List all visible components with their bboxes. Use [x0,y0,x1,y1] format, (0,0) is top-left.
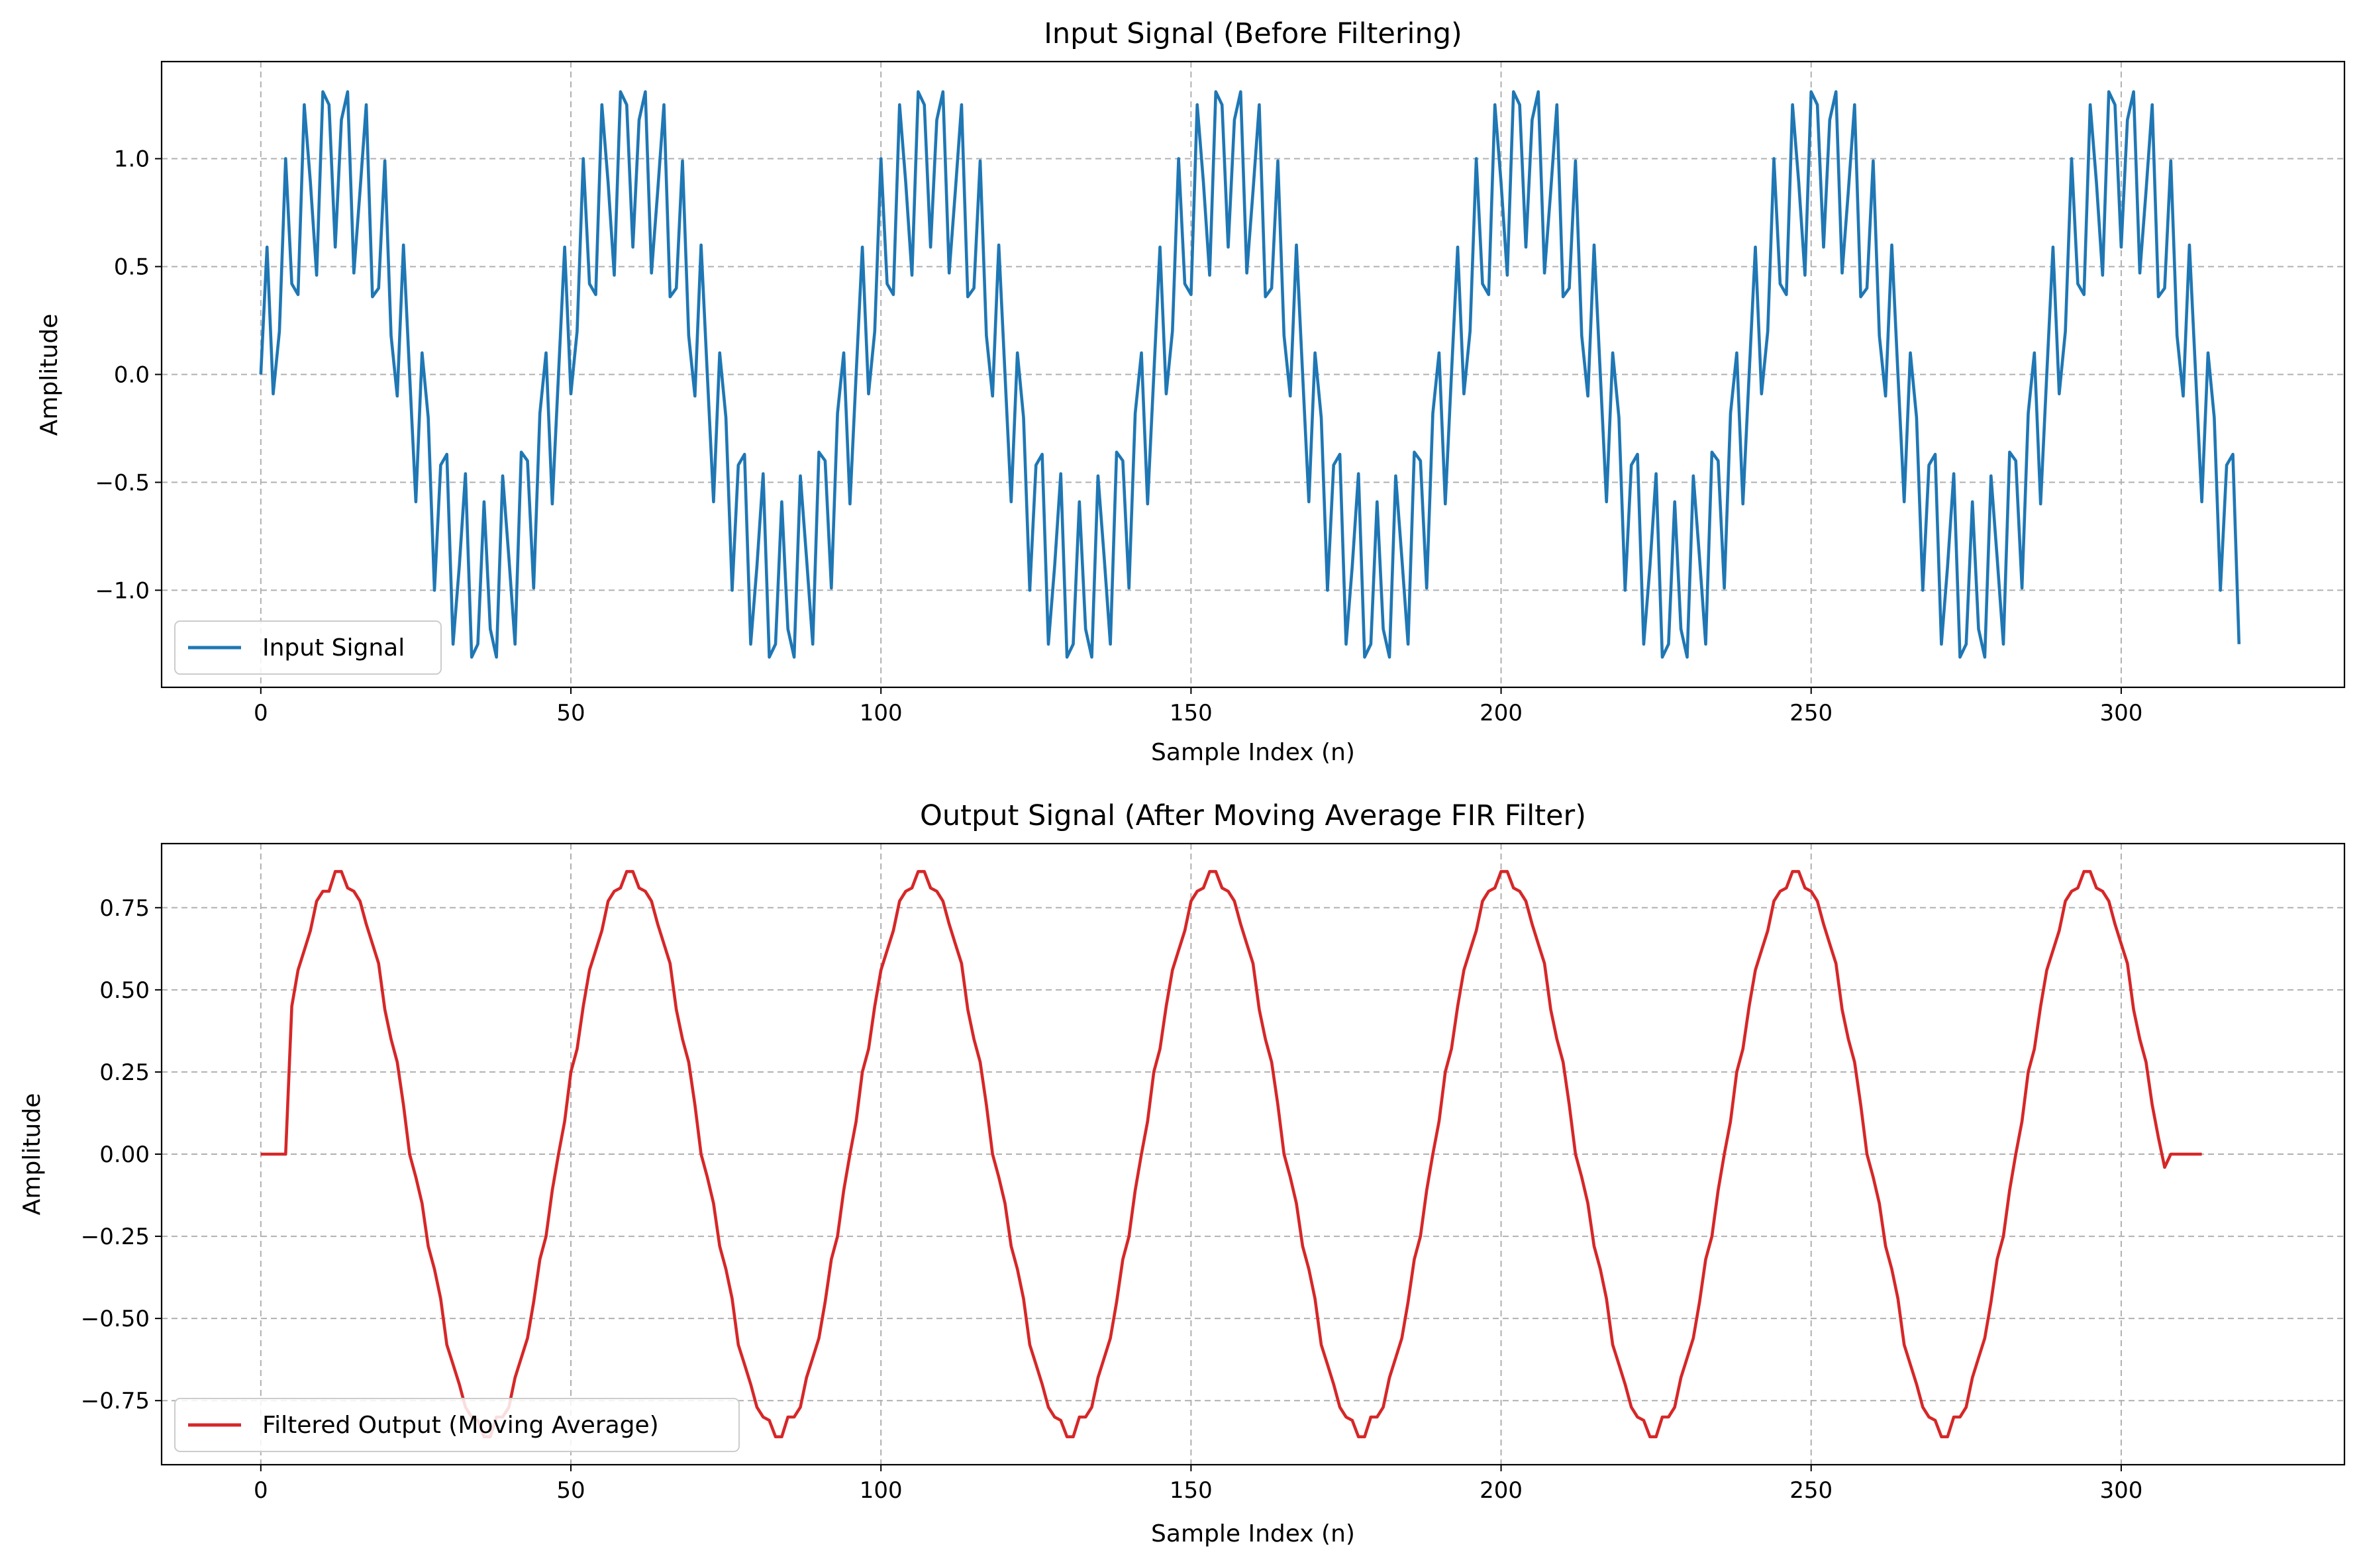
x-tick-label: 250 [1789,700,1833,726]
x-tick-label: 300 [2099,1477,2142,1504]
x-ticks: 0 50 100 150 200 250 300 [254,687,2142,726]
y-tick-label: 0.50 [99,977,150,1004]
series-line-0 [260,869,2202,1439]
y-tick-label: −1.0 [95,577,150,604]
legend-label: Input Signal [262,634,405,662]
chart-title: Input Signal (Before Filtering) [1044,17,1462,50]
input-signal-panel: Input Signal (Before Filtering) 0 50 100 15… [36,17,2346,766]
y-ticks: −1.0 −0.5 0.0 0.5 1.0 [95,146,162,604]
x-tick-label: 300 [2099,700,2142,726]
y-tick-label: 1.0 [114,146,150,173]
output-signal-panel: Output Signal (After Moving Average FIR … [19,799,2346,1547]
x-tick-label: 0 [254,700,268,726]
x-ticks: 0 50 100 150 200 250 300 [254,1465,2142,1504]
legend-label: Filtered Output (Moving Average) [262,1412,659,1439]
y-tick-label: 0.00 [99,1142,150,1168]
y-tick-label: −0.50 [81,1306,150,1332]
grid [162,844,2344,1465]
x-tick-label: 200 [1480,700,1523,726]
x-tick-label: 100 [860,700,903,726]
y-tick-label: 0.0 [114,362,150,389]
x-tick-label: 100 [860,1477,903,1504]
series-layer [259,90,2241,659]
legend: Input Signal [174,620,442,675]
legend-box [174,1398,740,1452]
x-tick-label: 150 [1170,1477,1213,1504]
chart-title: Output Signal (After Moving Average FIR … [920,799,1586,832]
x-tick-label: 50 [556,1477,585,1504]
x-tick-label: 200 [1480,1477,1523,1504]
y-tick-label: −0.5 [95,469,150,496]
y-ticks: −0.75 −0.50 −0.25 0.00 0.25 0.50 0.75 [81,895,162,1414]
x-tick-label: 0 [254,1477,268,1504]
x-tick-label: 50 [556,700,585,726]
series-line-0 [259,90,2241,659]
x-tick-label: 150 [1170,700,1213,726]
y-tick-label: −0.25 [81,1224,150,1250]
y-tick-label: 0.75 [99,895,150,922]
legend: Filtered Output (Moving Average) [174,1398,740,1452]
y-tick-label: 0.25 [99,1059,150,1086]
series-layer [260,869,2202,1439]
y-axis-label: Amplitude [36,314,63,436]
y-tick-label: −0.75 [81,1388,150,1414]
x-axis-label: Sample Index (n) [1151,1520,1355,1547]
y-tick-label: 0.5 [114,254,150,281]
legend-box [174,620,442,675]
y-axis-label: Amplitude [19,1093,46,1215]
x-tick-label: 250 [1789,1477,1833,1504]
x-axis-label: Sample Index (n) [1151,739,1355,766]
